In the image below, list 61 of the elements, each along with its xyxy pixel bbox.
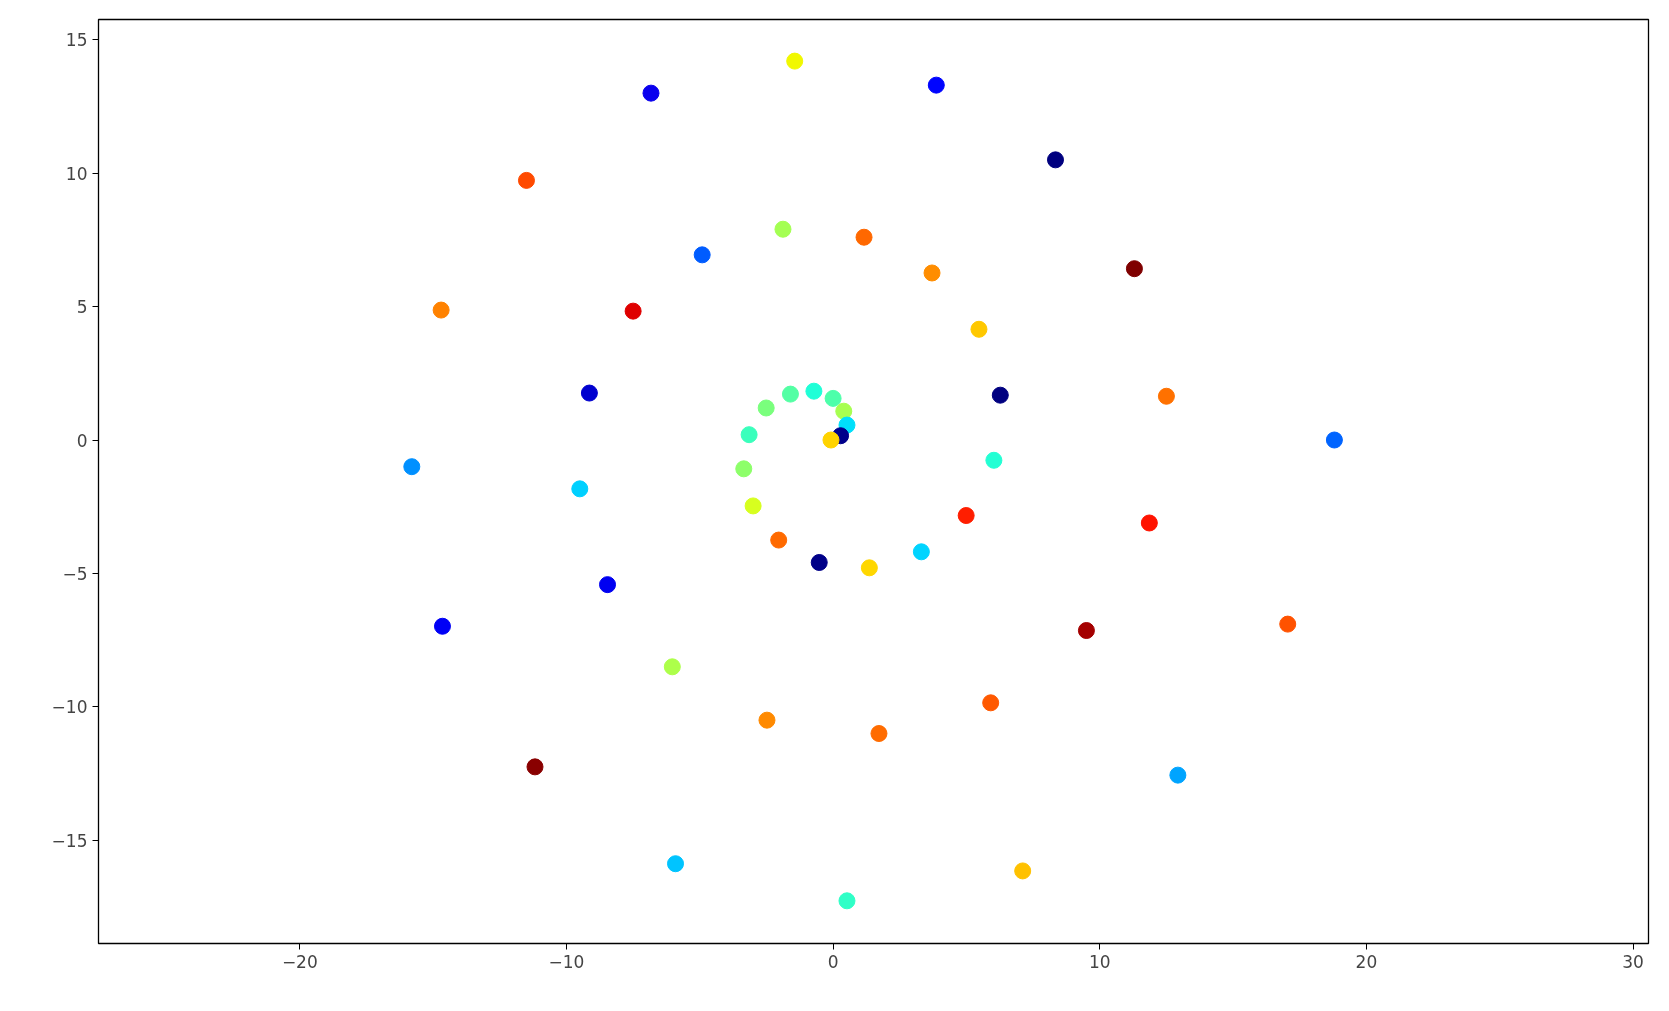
point [403, 458, 421, 476]
point [805, 382, 823, 400]
point [838, 892, 856, 910]
point [1077, 622, 1095, 639]
point [1014, 862, 1032, 880]
point [580, 384, 598, 402]
x-tick-label: 20 [1355, 951, 1378, 972]
point [526, 758, 544, 776]
y-tick-label: 0 [76, 430, 88, 451]
point [735, 460, 753, 478]
point [571, 480, 589, 498]
point [1325, 431, 1343, 449]
y-tick-label: −5 [62, 563, 88, 584]
point [855, 228, 873, 246]
point [770, 531, 788, 549]
point [923, 264, 941, 282]
x-tick-label: 30 [1622, 951, 1644, 972]
point [1157, 387, 1175, 405]
point [860, 559, 878, 577]
point [822, 431, 840, 449]
point [693, 246, 711, 264]
point [927, 76, 945, 94]
y-tick-label: −15 [51, 830, 88, 851]
point [1125, 260, 1143, 278]
point [774, 220, 792, 238]
x-tick-label: −20 [281, 951, 318, 972]
point [757, 399, 775, 417]
point [663, 658, 681, 676]
x-tick-label: 10 [1088, 951, 1111, 972]
point [1046, 151, 1064, 169]
y-tick-label: 5 [76, 297, 88, 318]
point [991, 386, 1009, 404]
point [758, 711, 776, 729]
point [1140, 514, 1158, 532]
point [786, 52, 804, 70]
y-tick-label: −10 [51, 697, 88, 718]
point [1169, 766, 1187, 784]
point [433, 617, 451, 635]
point [824, 389, 842, 407]
x-tick-label: 0 [827, 951, 839, 972]
point [432, 301, 450, 319]
point [810, 554, 828, 571]
point [642, 84, 660, 102]
point [517, 171, 535, 189]
point [667, 855, 685, 873]
point [740, 426, 758, 444]
point [624, 302, 642, 320]
point [781, 385, 799, 403]
point [985, 451, 1003, 469]
point [835, 402, 853, 420]
x-tick-label: −10 [548, 951, 585, 972]
point [982, 694, 1000, 712]
point [870, 725, 888, 742]
y-tick-label: 10 [65, 163, 88, 184]
y-tick-label: 15 [65, 30, 88, 51]
point [599, 576, 617, 594]
point [1279, 615, 1297, 633]
point [912, 543, 930, 561]
point [970, 320, 988, 338]
point [744, 497, 762, 515]
point [957, 507, 975, 524]
